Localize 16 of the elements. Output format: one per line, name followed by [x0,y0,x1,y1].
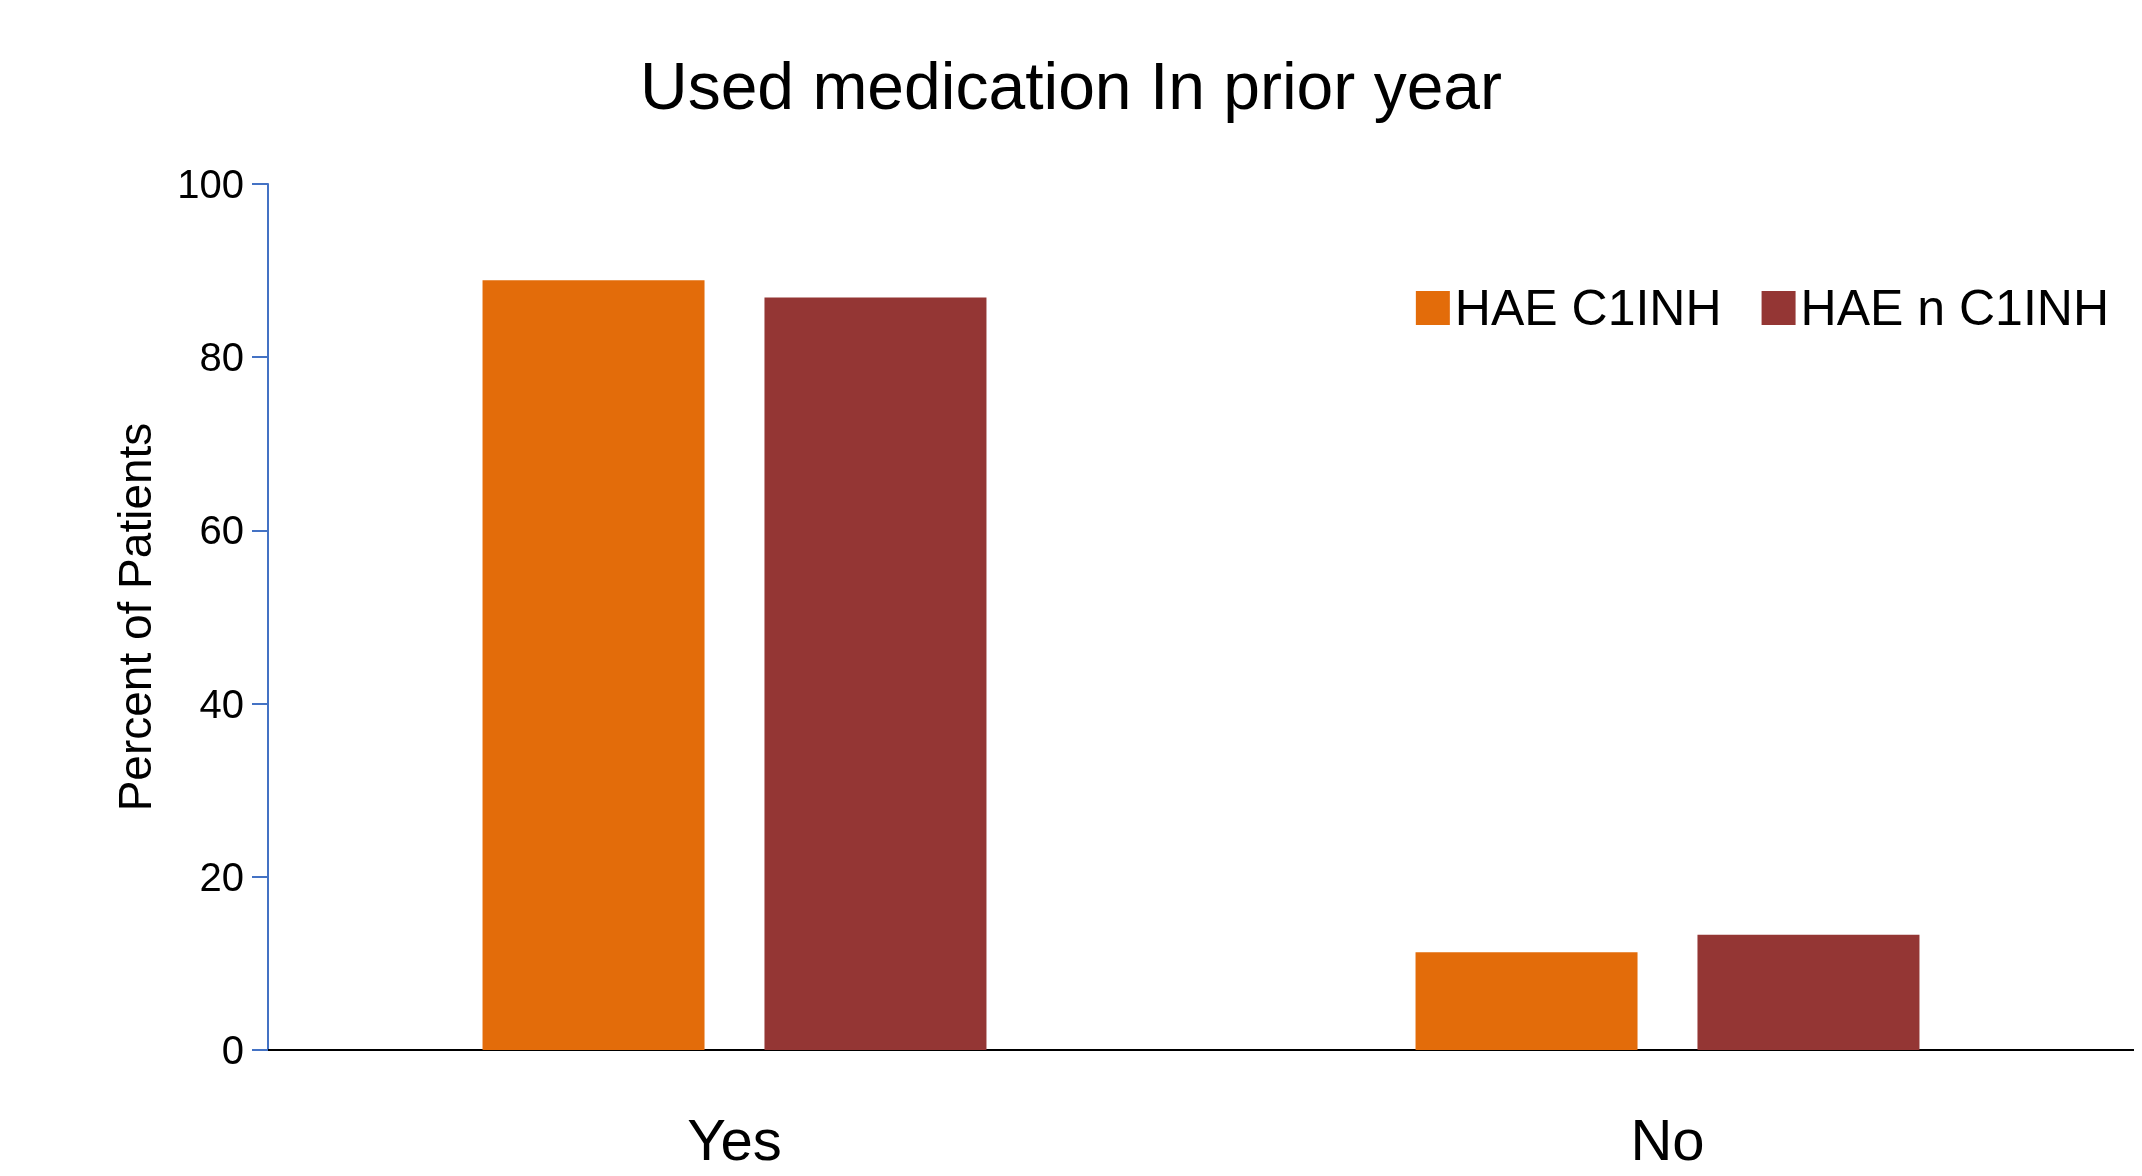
bar [1415,952,1638,1050]
y-tick-label: 80 [199,335,244,380]
bar [1697,934,1920,1050]
y-tick-label: 20 [199,854,244,899]
y-tick-label: 100 [177,162,244,206]
bar [482,280,705,1050]
legend-label: HAE n C1INH [1800,280,2110,336]
x-tick-label: No [1630,1106,1705,1172]
chart-title: Used medication In prior year [639,49,1503,123]
y-axis-title: Percent of Patients [109,422,161,812]
y-tick-label: 40 [199,681,244,726]
y-tick-label: 60 [199,508,244,553]
bar [764,297,987,1050]
legend-label: HAE C1INH [1454,280,1722,336]
x-tick-label: Yes [687,1106,782,1172]
y-tick-label: 0 [221,1028,244,1072]
